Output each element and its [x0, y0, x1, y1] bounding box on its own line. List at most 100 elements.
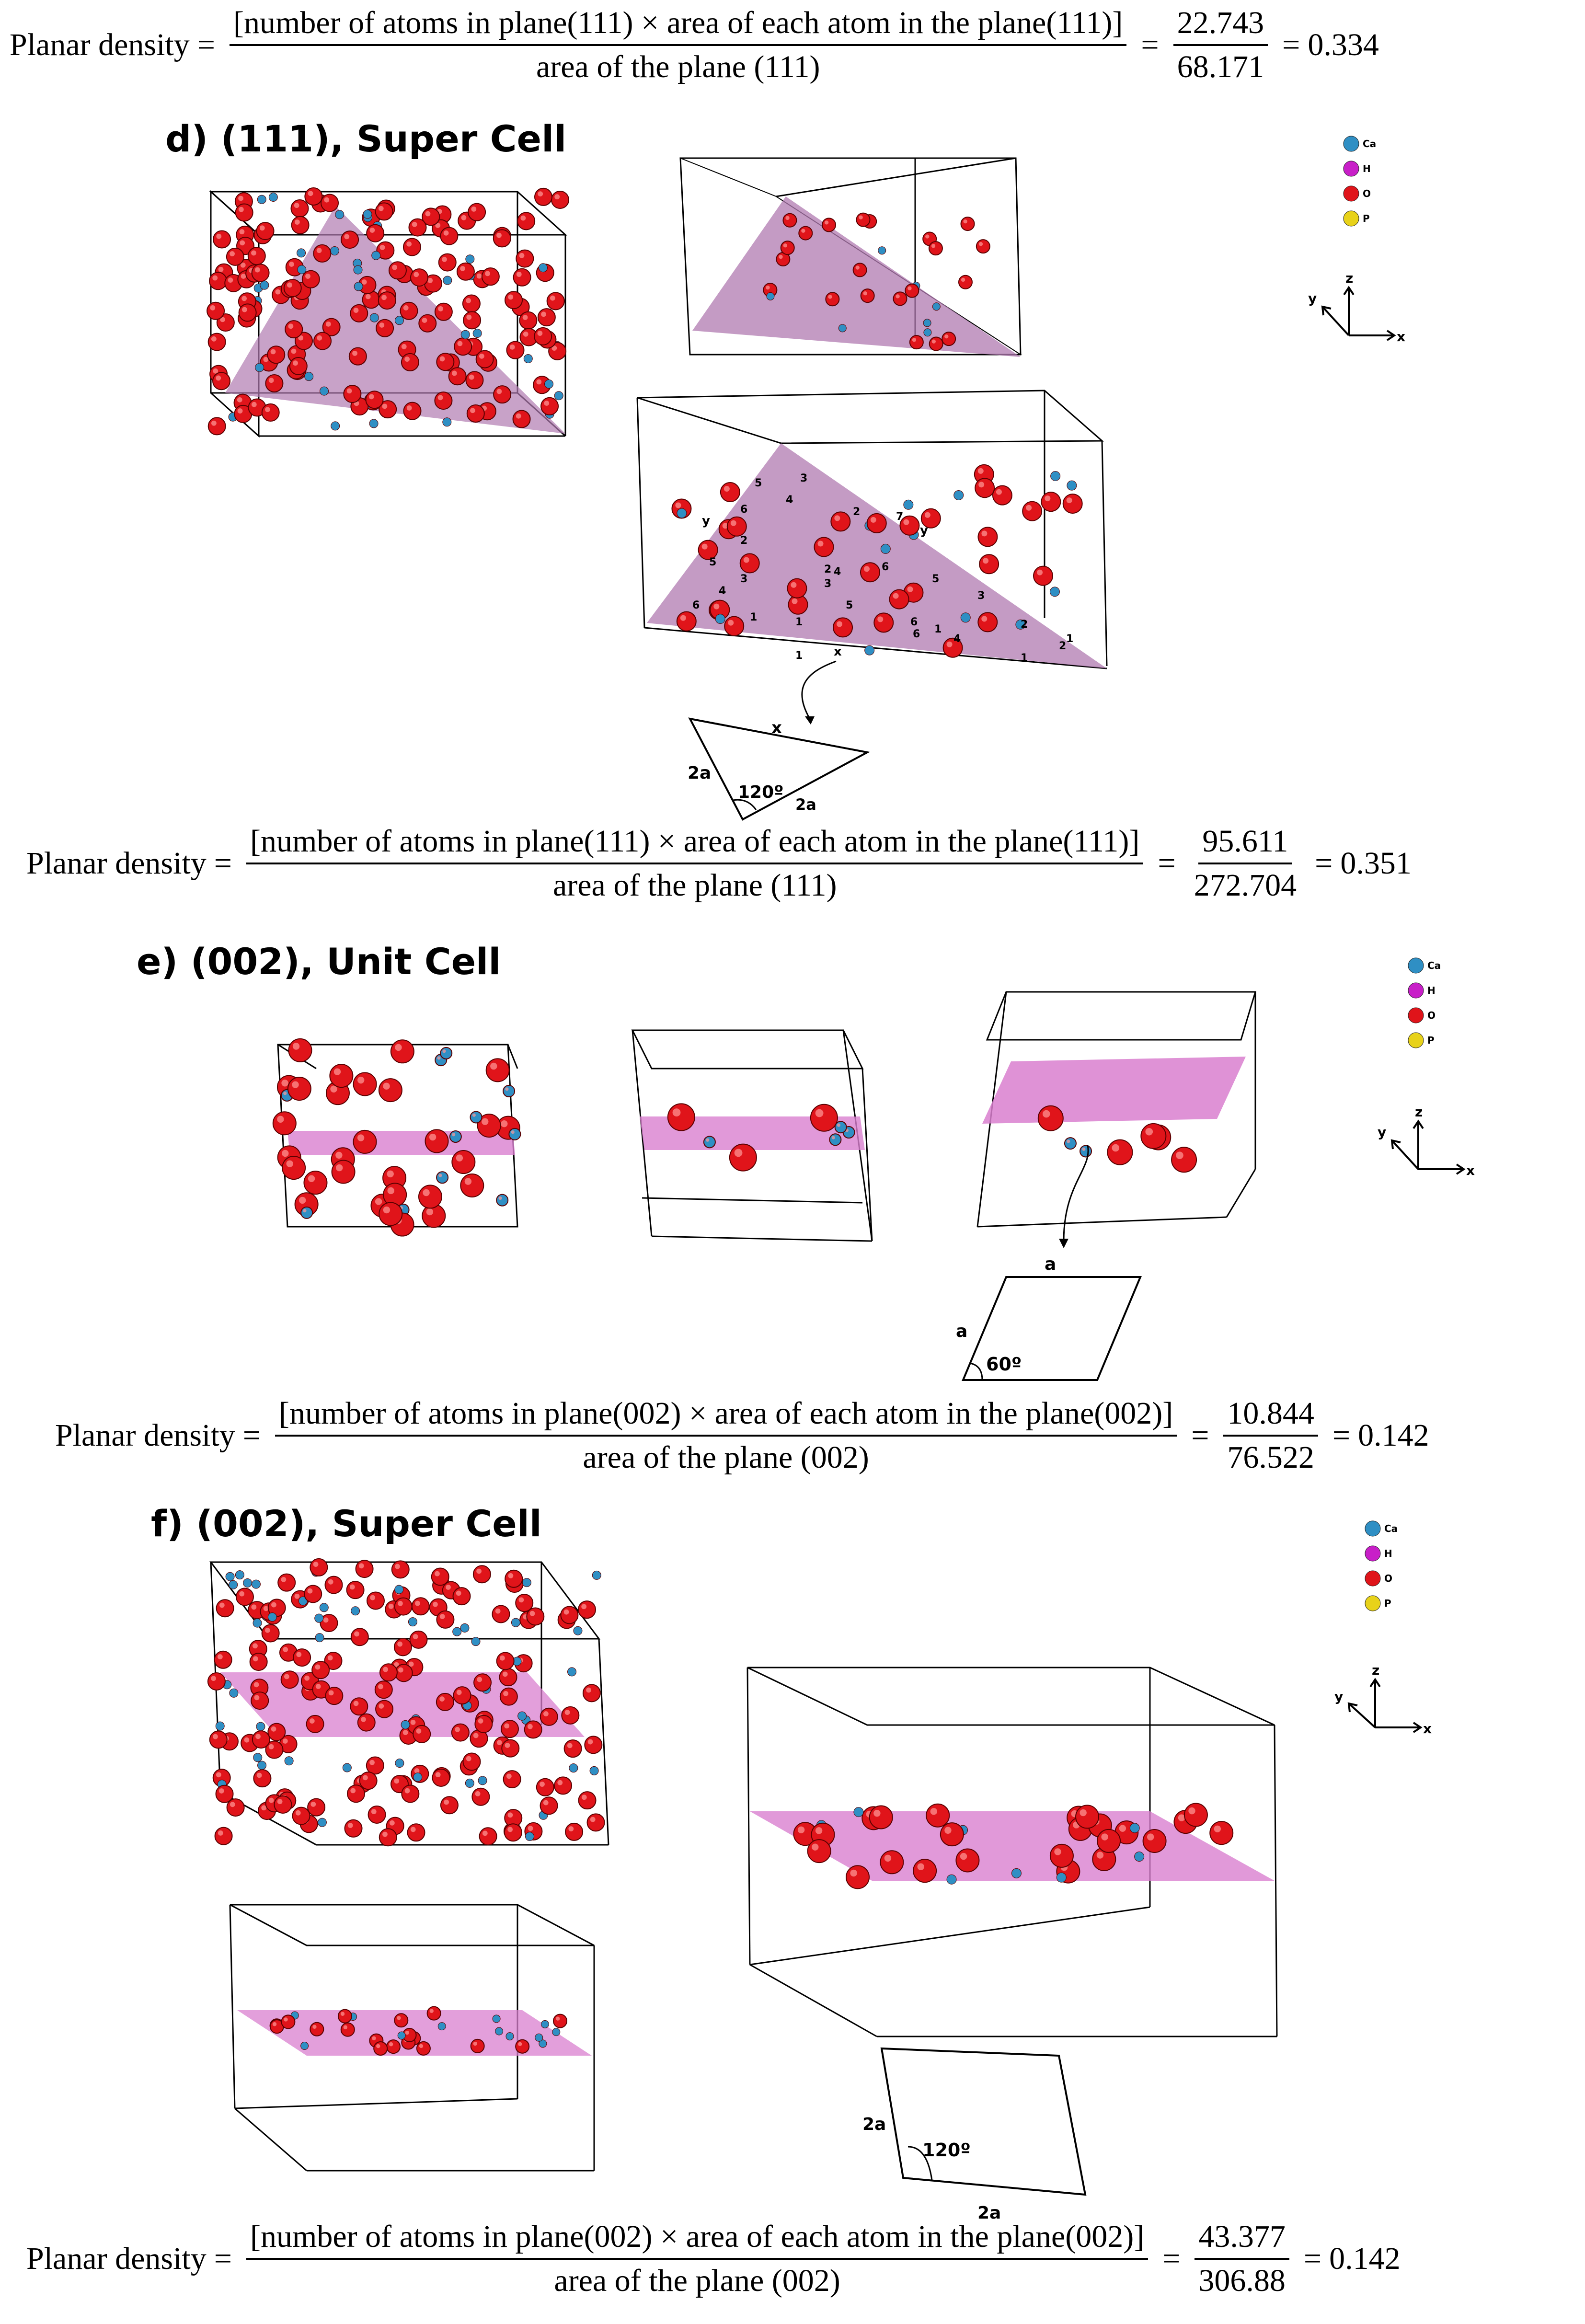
oxygen-atom	[310, 2022, 324, 2036]
oxygen-atom	[479, 1827, 497, 1846]
oxygen-atom	[292, 1806, 310, 1825]
planar-density-formula-2: Planar density = [number of atoms in plan…	[26, 824, 1412, 903]
calcium-atom	[1011, 1868, 1022, 1878]
section-title-f: f) (002), Super Cell	[151, 1502, 542, 1545]
oxygen-atom	[293, 1648, 311, 1667]
oxygen-atom	[492, 1605, 510, 1623]
calcium-atom	[554, 391, 563, 401]
calcium-atom	[268, 192, 278, 202]
calcium-atom	[864, 645, 875, 656]
calcium-atom	[369, 313, 379, 322]
oxygen-atom	[413, 1725, 431, 1743]
oxygen-atom	[471, 1787, 490, 1806]
triangle-side1: 2a	[688, 763, 711, 783]
calcium-atom	[284, 1756, 294, 1766]
atom-number-label: 5	[709, 556, 716, 568]
triangle-edge-label: x	[771, 718, 782, 737]
formula-fraction: [number of atoms in plane(111) × area of…	[230, 5, 1127, 85]
calcium-atom	[257, 1760, 267, 1770]
calcium-atom	[257, 195, 266, 204]
calcium-atom	[395, 1759, 404, 1768]
oxygen-atom	[216, 1599, 234, 1618]
oxygen-atom	[540, 1707, 558, 1726]
oxygen-atom	[500, 1720, 519, 1738]
calcium-atom	[297, 248, 306, 258]
calcium-atom	[460, 330, 470, 339]
legend-label: Ca	[1363, 138, 1376, 150]
oxygen-atom	[325, 1687, 344, 1705]
oxygen-atom	[515, 2039, 530, 2054]
oxygen-atom	[560, 1606, 579, 1624]
formula-result: 0.334	[1308, 27, 1379, 62]
calcium-atom	[1129, 1823, 1140, 1833]
calcium-atom	[1049, 587, 1060, 597]
oxygen-atom	[261, 1624, 280, 1643]
calcium-atom	[304, 372, 314, 381]
oxygen-atom	[499, 1687, 518, 1706]
calcium-atom	[1050, 471, 1061, 481]
calcium-atom	[442, 417, 452, 427]
plane-mark-y1: y	[702, 514, 710, 528]
calcium-atom	[363, 209, 372, 219]
oxygen-atom	[350, 1697, 368, 1716]
planar-density-formula-1: Planar density = [number of atoms in plan…	[10, 5, 1379, 85]
oxygen-atom	[554, 1776, 573, 1795]
rhombus-e-angle: 60º	[986, 1354, 1022, 1375]
rhombus-f-angle: 120º	[922, 2140, 971, 2161]
legend-swatch	[1408, 982, 1424, 999]
oxygen-atom	[337, 2009, 352, 2024]
calcium-atom	[544, 379, 554, 389]
axis-x-label: x	[1423, 1721, 1432, 1737]
oxygen-atom	[215, 1784, 234, 1803]
calcium-atom	[589, 1766, 599, 1775]
oxygen-atom	[346, 1581, 365, 1599]
box-f-bottom-left	[229, 1904, 595, 2172]
oxygen-atom	[955, 1848, 980, 1873]
calcium-atom	[413, 1772, 423, 1782]
calcium-atom	[397, 2031, 406, 2040]
oxygen-atom	[436, 1610, 455, 1629]
calcium-atom	[443, 276, 452, 285]
calcium-atom	[243, 1578, 253, 1588]
calcium-atom	[953, 490, 964, 500]
oxygen-atom	[393, 1638, 412, 1657]
calcium-atom	[465, 254, 475, 264]
legend-swatch	[1343, 161, 1359, 177]
oxygen-atom	[913, 1859, 937, 1883]
calcium-atom	[677, 508, 687, 518]
calcium-atom	[495, 2027, 504, 2036]
atom-number-label: 2	[740, 535, 747, 547]
calcium-atom	[492, 2014, 501, 2023]
calcium-atom	[923, 319, 931, 327]
rhombus-f	[880, 2047, 1087, 2196]
axes-d: z x y	[1308, 270, 1405, 345]
oxygen-atom	[310, 1558, 328, 1576]
section-title-e: e) (002), Unit Cell	[137, 940, 501, 983]
calcium-atom	[229, 1580, 238, 1589]
calcium-atom	[960, 612, 971, 623]
oxygen-atom	[368, 1805, 386, 1824]
calcium-atom	[472, 329, 482, 338]
oxygen-atom	[267, 1723, 286, 1741]
oxygen-atom	[584, 1736, 603, 1754]
oxygen-atom	[577, 1600, 596, 1619]
calcium-atom	[539, 2039, 547, 2048]
axis-z-label: z	[1345, 270, 1353, 286]
rhombus-e-left: a	[956, 1322, 967, 1341]
calcium-atom	[511, 1618, 520, 1627]
calcium-atom	[394, 1585, 404, 1594]
calcium-atom	[460, 1623, 470, 1633]
calcium-atom	[253, 1618, 262, 1628]
oxygen-atom	[499, 1668, 517, 1687]
oxygen-atom	[504, 1823, 522, 1842]
oxygen-atom	[207, 1672, 226, 1691]
legend-label: O	[1384, 1573, 1392, 1584]
calcium-atom	[371, 251, 381, 260]
oxygen-atom	[578, 1791, 597, 1810]
formula-fraction: [number of atoms in plane(002) × area of…	[275, 1395, 1177, 1476]
calcium-atom	[251, 1579, 261, 1589]
legend-e: Ca H O P	[1408, 957, 1441, 1048]
calcium-atom	[878, 246, 886, 255]
calcium-atom	[471, 1637, 481, 1646]
